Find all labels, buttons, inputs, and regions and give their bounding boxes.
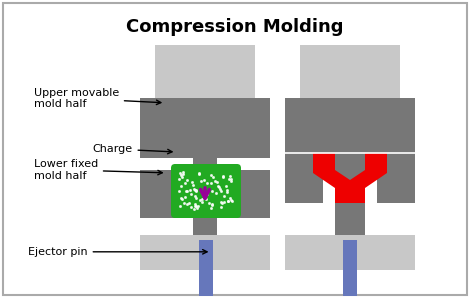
Bar [193,188,217,243]
Bar [140,235,270,270]
Bar [343,240,357,296]
Bar [140,98,270,158]
Bar [285,235,415,270]
Text: Upper movable
mold half: Upper movable mold half [33,88,161,109]
Bar [285,153,323,203]
FancyBboxPatch shape [3,3,467,295]
Bar [300,45,400,103]
Bar [155,45,255,103]
Text: Ejector pin: Ejector pin [28,247,207,257]
Polygon shape [313,153,387,203]
Text: Lower fixed
mold half: Lower fixed mold half [33,159,162,181]
Bar [335,153,365,243]
Bar [199,240,213,296]
Bar [193,153,217,183]
Text: Compression Molding: Compression Molding [126,18,344,36]
Bar [140,170,183,218]
Bar [377,153,415,203]
Bar [285,98,415,153]
FancyBboxPatch shape [171,164,241,218]
Bar [227,170,270,218]
Text: Charge: Charge [93,144,172,154]
